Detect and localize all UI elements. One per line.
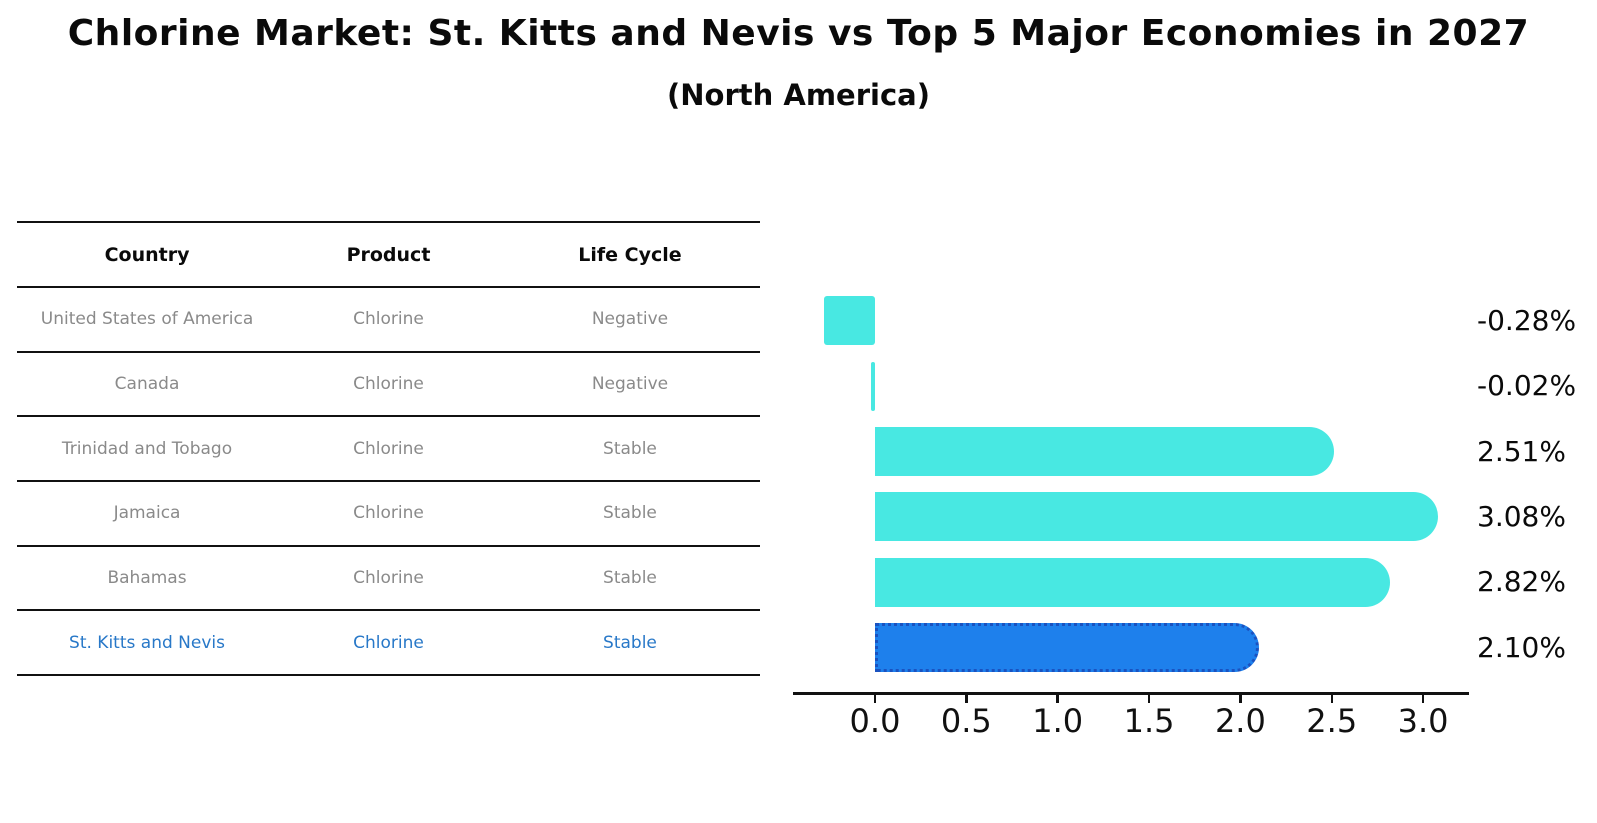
- chart-title: Chlorine Market: St. Kitts and Nevis vs …: [67, 13, 1530, 54]
- cell-product: Chlorine: [353, 568, 424, 589]
- table-row-canada: Canada Chlorine Negative: [17, 353, 760, 418]
- cell-country: Canada: [114, 374, 180, 395]
- x-tick-label-1: 0.5: [940, 702, 992, 740]
- x-tick-mark-3: [1147, 693, 1151, 703]
- table-row-jamaica: Jamaica Chlorine Stable: [17, 482, 760, 547]
- cell-country: Trinidad and Tobago: [61, 438, 233, 459]
- cell-product: Chlorine: [353, 438, 424, 459]
- x-tick-mark-0: [873, 693, 877, 703]
- table-row-united-states-of-america: United States of America Chlorine Negative: [17, 288, 760, 353]
- cell-life-cycle: Stable: [603, 632, 657, 653]
- x-axis-line: [793, 692, 1469, 695]
- cell-country: Jamaica: [113, 503, 181, 524]
- cell-life-cycle: Negative: [591, 309, 669, 330]
- table-row-bahamas: Bahamas Chlorine Stable: [17, 547, 760, 612]
- cell-life-cycle: Stable: [603, 568, 657, 589]
- value-label-bahamas: 2.82%: [1477, 565, 1566, 599]
- cell-life-cycle: Negative: [591, 374, 669, 395]
- x-tick-label-5: 2.5: [1306, 702, 1358, 740]
- cell-product: Chlorine: [353, 374, 424, 395]
- bar-trinidad-and-tobago: [875, 427, 1334, 476]
- bar-jamaica: [875, 492, 1438, 542]
- table-row-st-kitts-and-nevis: St. Kitts and Nevis Chlorine Stable: [17, 611, 760, 677]
- x-tick-label-3: 1.5: [1123, 702, 1175, 740]
- x-tick-label-2: 1.0: [1032, 702, 1084, 740]
- x-tick-label-6: 3.0: [1397, 702, 1449, 740]
- x-tick-mark-6: [1421, 693, 1425, 703]
- column-header-country: Country: [104, 243, 190, 266]
- bar-united-states-of-america: [823, 296, 875, 346]
- bar-bahamas: [875, 557, 1391, 607]
- cell-product: Chlorine: [353, 503, 424, 524]
- cell-country: St. Kitts and Nevis: [69, 632, 225, 653]
- value-label-jamaica: 3.08%: [1477, 499, 1566, 533]
- cell-life-cycle: Stable: [603, 503, 657, 524]
- x-tick-label-4: 2.0: [1214, 702, 1266, 740]
- value-label-united-states-of-america: -0.28%: [1477, 303, 1577, 337]
- x-tick-label-0: 0.0: [849, 702, 901, 740]
- cell-product: Chlorine: [353, 309, 424, 330]
- cell-life-cycle: Stable: [603, 438, 657, 459]
- x-tick-mark-5: [1330, 693, 1333, 703]
- bar-st-kitts-and-nevis: [875, 623, 1259, 673]
- chart-subtitle: (North America): [667, 78, 930, 112]
- bar-canada: [871, 361, 875, 411]
- x-tick-mark-4: [1239, 693, 1242, 703]
- column-header-life-cycle: Life Cycle: [578, 243, 682, 266]
- cell-country: Bahamas: [107, 568, 187, 589]
- x-tick-mark-1: [965, 693, 968, 703]
- cell-country: United States of America: [40, 309, 254, 330]
- value-label-canada: -0.02%: [1477, 369, 1577, 403]
- column-header-product: Product: [346, 243, 431, 266]
- table-row-trinidad-and-tobago: Trinidad and Tobago Chlorine Stable: [17, 417, 760, 483]
- cell-product: Chlorine: [353, 632, 424, 653]
- x-tick-mark-2: [1056, 693, 1059, 703]
- table-body: United States of America Chlorine Negative…: [17, 288, 760, 677]
- comparison-table: Country Product Life Cycle United States o…: [17, 221, 760, 677]
- value-label-st-kitts-and-nevis: 2.10%: [1477, 630, 1566, 664]
- table-header-row: Country Product Life Cycle: [17, 221, 760, 288]
- value-label-trinidad-and-tobago: 2.51%: [1477, 434, 1566, 468]
